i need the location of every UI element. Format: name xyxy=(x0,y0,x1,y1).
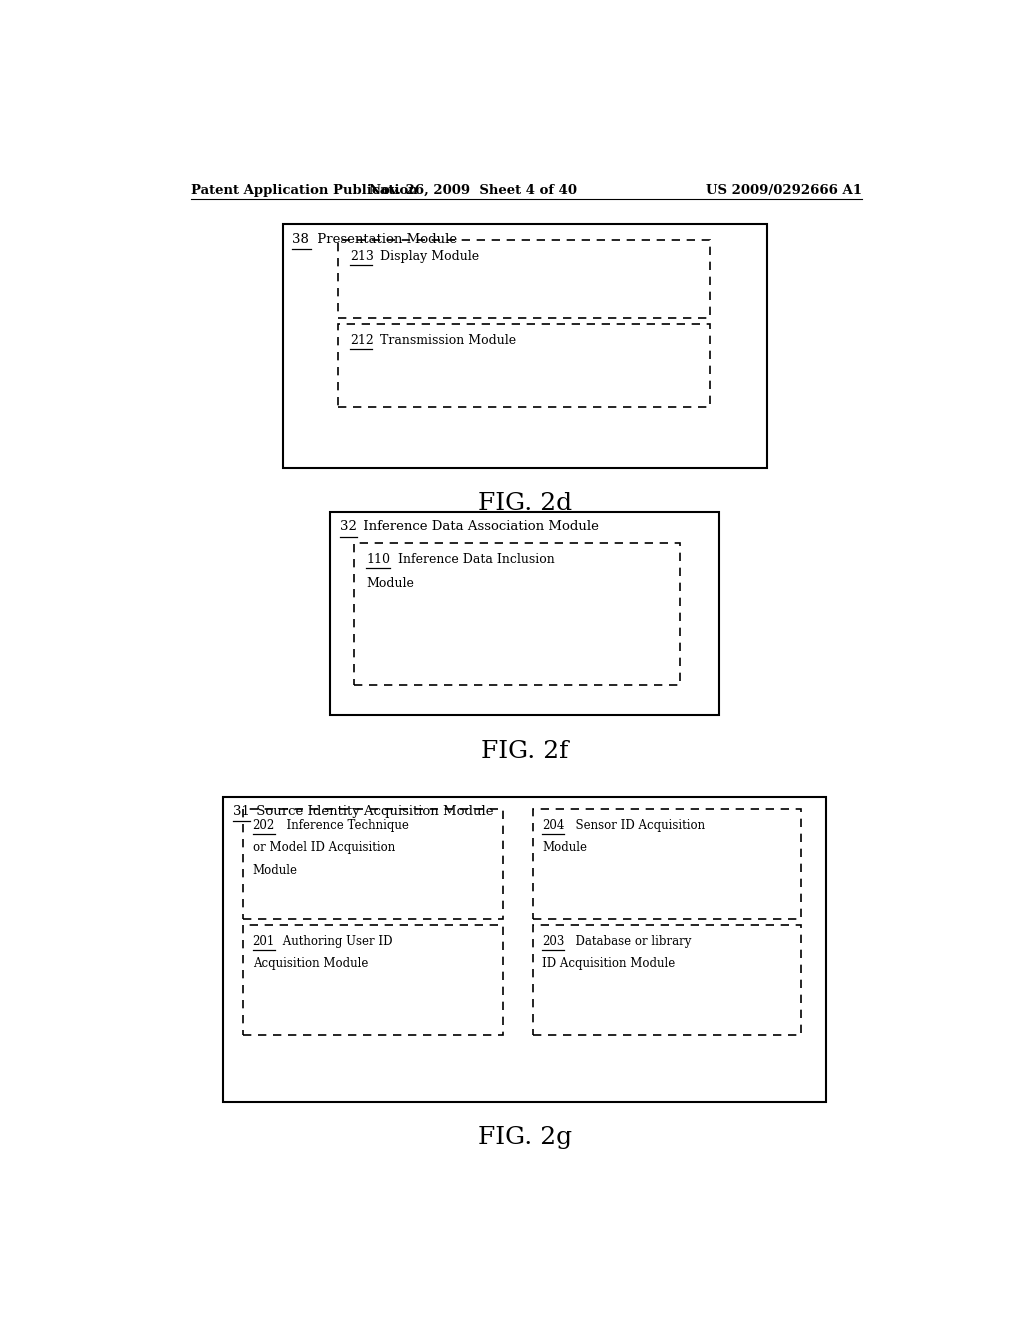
Bar xyxy=(338,325,710,408)
Text: Module: Module xyxy=(367,577,414,590)
Bar xyxy=(532,809,801,919)
Text: 110: 110 xyxy=(367,553,390,566)
Text: FIG. 2f: FIG. 2f xyxy=(481,739,568,763)
Text: 201: 201 xyxy=(253,935,274,948)
Text: Nov. 26, 2009  Sheet 4 of 40: Nov. 26, 2009 Sheet 4 of 40 xyxy=(370,183,578,197)
Bar xyxy=(243,925,504,1035)
Text: Authoring User ID: Authoring User ID xyxy=(279,935,392,948)
Text: 38: 38 xyxy=(292,232,309,246)
Text: ID Acquisition Module: ID Acquisition Module xyxy=(543,957,676,970)
Bar xyxy=(243,809,504,919)
Text: FIG. 2d: FIG. 2d xyxy=(478,492,571,515)
Text: Module: Module xyxy=(253,863,298,876)
Text: US 2009/0292666 A1: US 2009/0292666 A1 xyxy=(707,183,862,197)
Bar xyxy=(283,224,767,469)
Text: Display Module: Display Module xyxy=(377,249,479,263)
Text: Module: Module xyxy=(543,841,587,854)
Text: Inference Data Inclusion: Inference Data Inclusion xyxy=(394,553,555,566)
Text: or Model ID Acquisition: or Model ID Acquisition xyxy=(253,841,395,854)
Text: Inference Technique: Inference Technique xyxy=(279,818,409,832)
Bar xyxy=(338,240,710,318)
Text: 213: 213 xyxy=(350,249,374,263)
Text: 31: 31 xyxy=(232,805,250,818)
Text: Inference Data Association Module: Inference Data Association Module xyxy=(359,520,599,533)
Text: 202: 202 xyxy=(253,818,274,832)
Text: 32: 32 xyxy=(340,520,356,533)
Bar xyxy=(223,797,826,1102)
Bar xyxy=(354,543,680,685)
Text: 212: 212 xyxy=(350,334,374,347)
Text: Source Identity Acquisition Module: Source Identity Acquisition Module xyxy=(252,805,494,818)
Text: Acquisition Module: Acquisition Module xyxy=(253,957,368,970)
Bar xyxy=(331,512,719,715)
Text: Sensor ID Acquisition: Sensor ID Acquisition xyxy=(568,818,706,832)
Text: Transmission Module: Transmission Module xyxy=(377,334,516,347)
Text: Database or library: Database or library xyxy=(568,935,692,948)
Text: Presentation Module: Presentation Module xyxy=(313,232,457,246)
Text: Patent Application Publication: Patent Application Publication xyxy=(191,183,418,197)
Text: 203: 203 xyxy=(543,935,564,948)
Text: 204: 204 xyxy=(543,818,564,832)
Text: FIG. 2g: FIG. 2g xyxy=(478,1126,571,1148)
Bar xyxy=(532,925,801,1035)
